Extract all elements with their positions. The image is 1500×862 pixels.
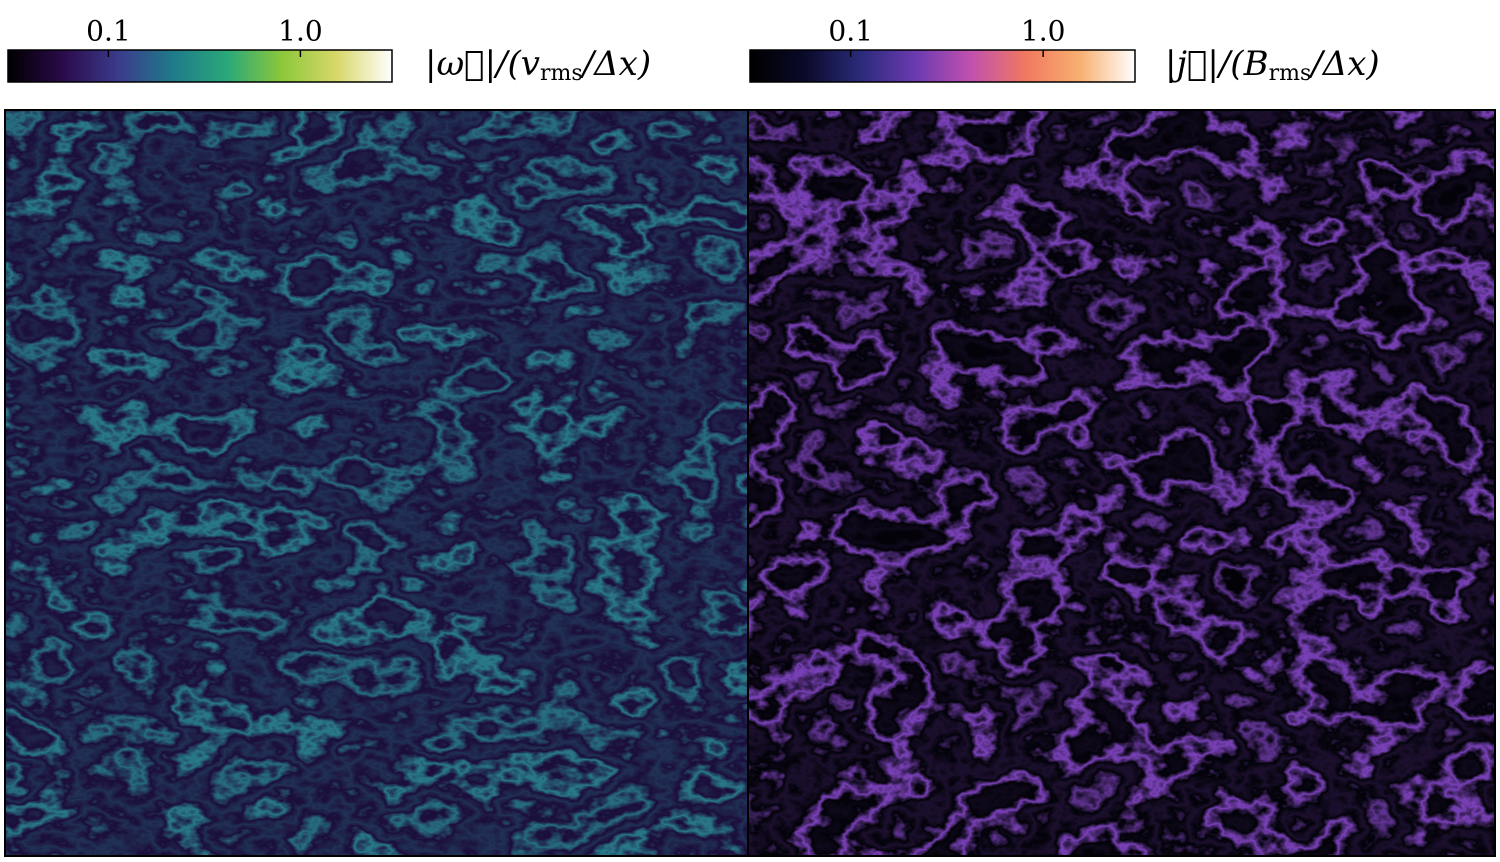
label-tail: /Δx) — [1308, 44, 1379, 84]
colorbar-label: |ω⃗|/(vrms/Δx) — [425, 44, 651, 86]
colorbar-label: |j⃗|/(Brms/Δx) — [1165, 44, 1380, 86]
label-tail: /Δx) — [580, 44, 651, 84]
current-texture — [748, 110, 1495, 856]
colorbar-tick-label: 1.0 — [278, 15, 323, 48]
colorbar-tick-label: 0.1 — [86, 15, 131, 48]
label-main: |ω⃗|/(v — [425, 44, 540, 84]
label-sub: rms — [1269, 61, 1312, 86]
label-sub: rms — [540, 61, 583, 86]
panels — [4, 109, 1496, 857]
colorbar — [749, 49, 1136, 83]
label-main: |j⃗|/(B — [1165, 44, 1269, 84]
colorbar-tick-label: 1.0 — [1021, 15, 1066, 48]
colorbar — [7, 49, 393, 83]
colorbar-tick-label: 0.1 — [828, 15, 873, 48]
vorticity-texture — [5, 110, 748, 856]
panel-frame — [4, 109, 1496, 857]
